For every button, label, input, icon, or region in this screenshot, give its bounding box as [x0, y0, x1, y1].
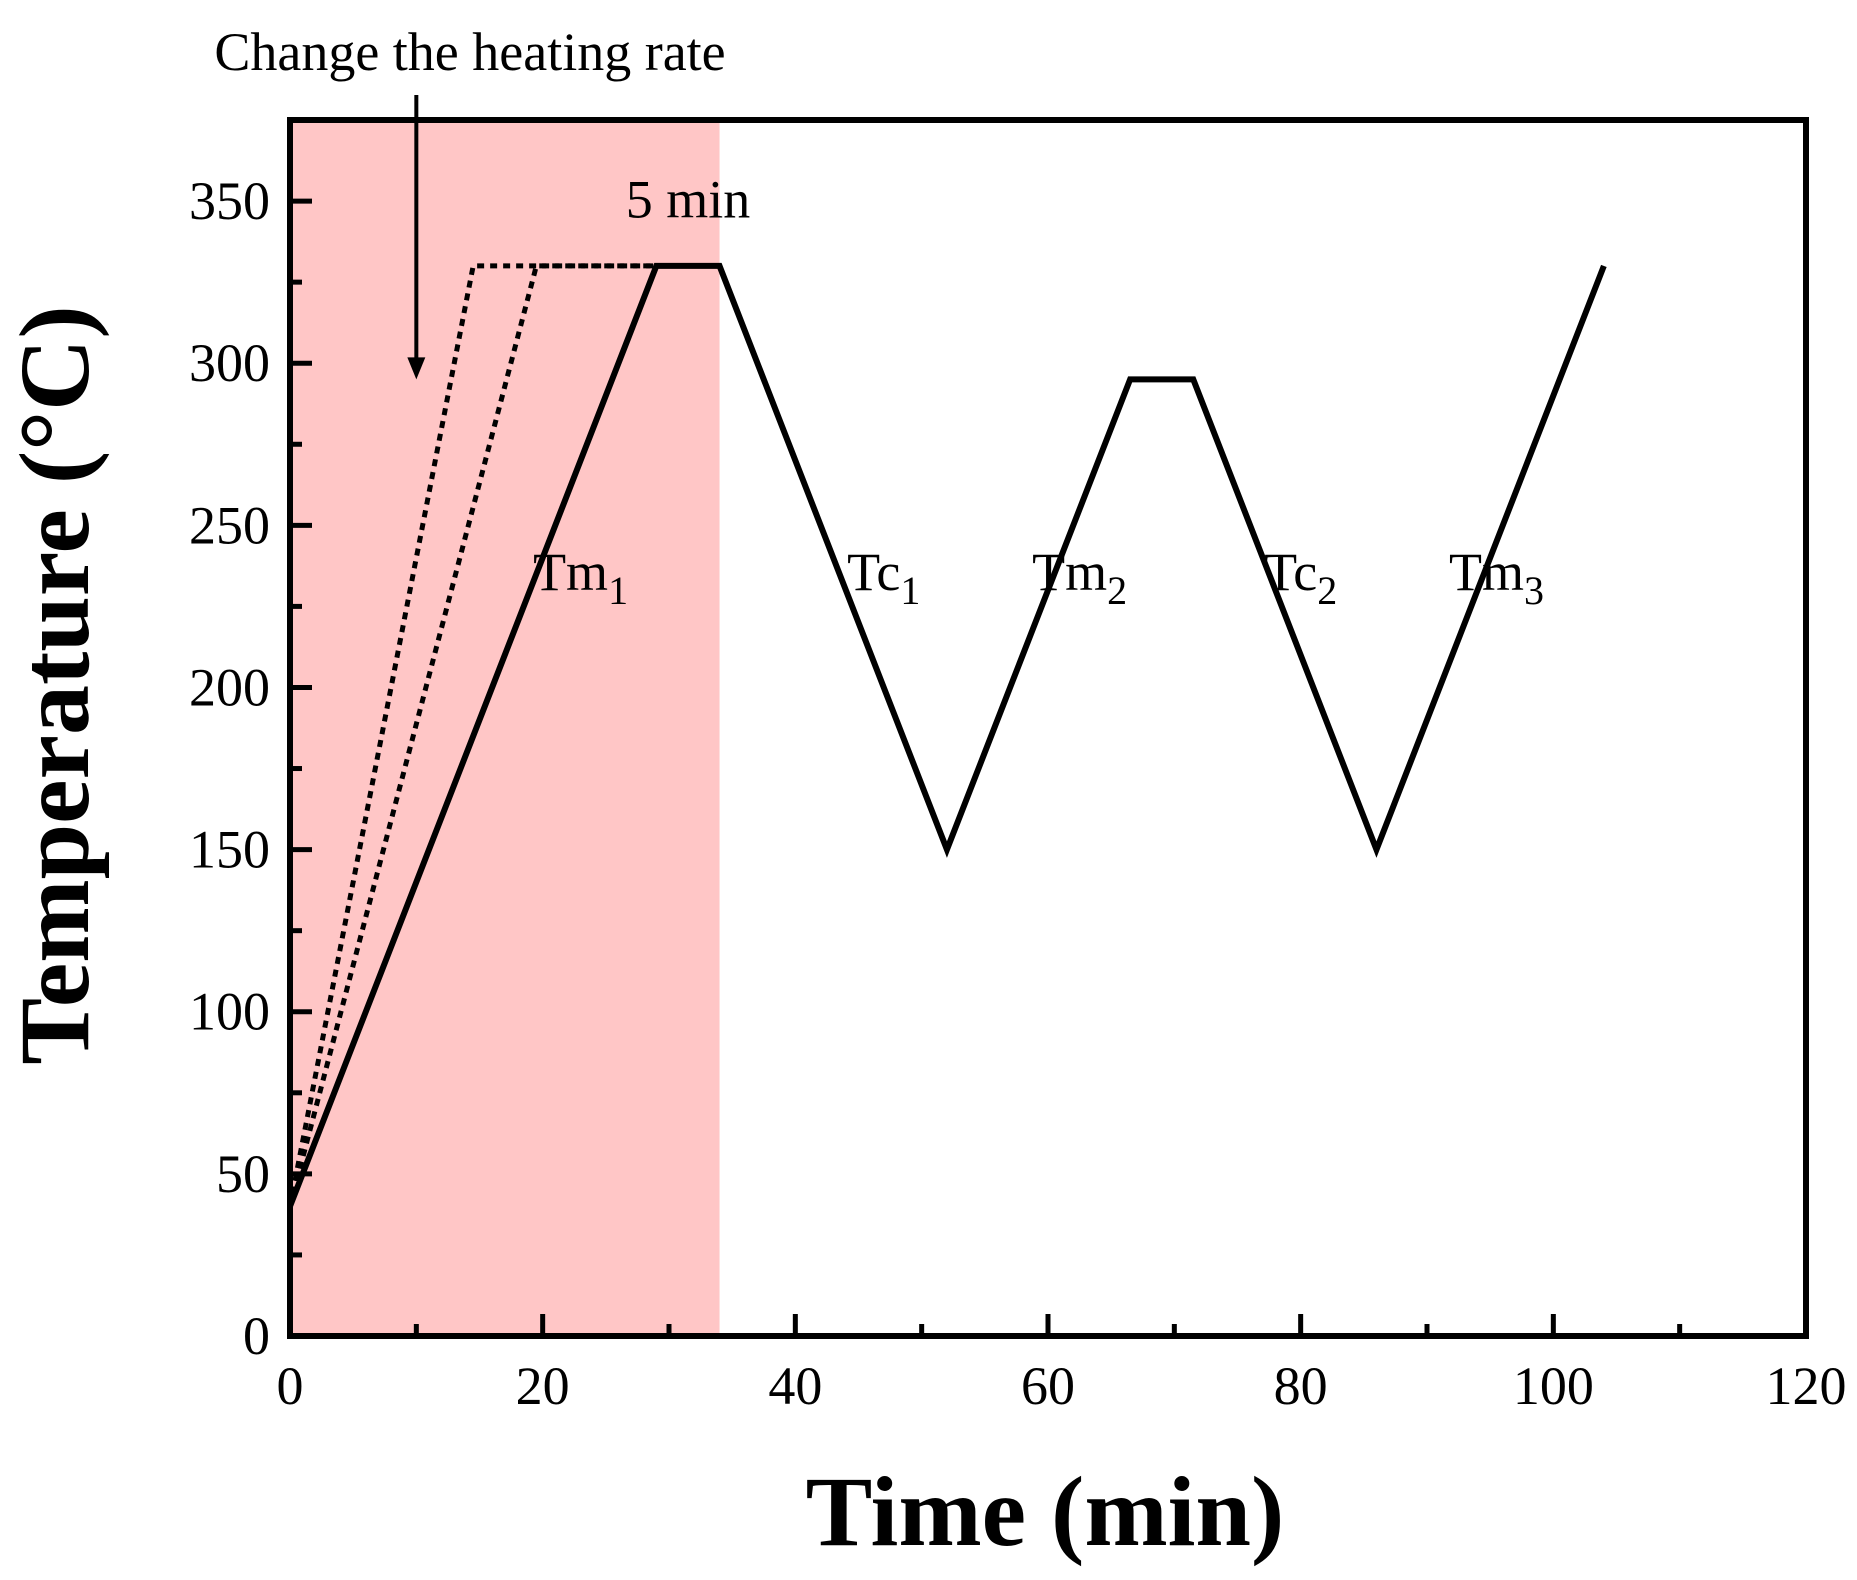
tick-layer: 0 20 40 60 80 100 120 0 50 100 150 200 250 300 350 — [189, 171, 1847, 1416]
x-axis-title: Time (min) — [806, 1456, 1285, 1567]
y-tick-label: 50 — [216, 1144, 270, 1204]
x-tick-label: 120 — [1766, 1356, 1847, 1416]
y-tick-label: 200 — [189, 657, 270, 717]
shaded-heating-region — [290, 120, 720, 1336]
x-tick-label: 0 — [277, 1356, 304, 1416]
phase-label-tm1: Tm1 — [533, 542, 628, 613]
phase-label-main: Tc — [1264, 542, 1317, 602]
phase-label-tm2: Tm2 — [1032, 542, 1127, 613]
series-line-temperature-program — [287, 262, 1607, 1208]
shaded-region-layer — [290, 120, 720, 1336]
phase-label-main: Tm — [533, 542, 608, 602]
y-tick-label: 150 — [189, 820, 270, 880]
phase-label-main: Tm — [1032, 542, 1107, 602]
phase-label-subscript: 2 — [1317, 568, 1337, 613]
x-tick-label: 40 — [768, 1356, 822, 1416]
x-tick-label: 60 — [1021, 1356, 1075, 1416]
phase-label-subscript: 3 — [1524, 568, 1544, 613]
change-heating-rate-label: Change the heating rate — [214, 22, 725, 82]
phase-label-main: Tm — [1449, 542, 1524, 602]
phase-label-tc1: Tc1 — [847, 542, 920, 613]
phase-label-tc2: Tc2 — [1264, 542, 1337, 613]
change-rate-arrow-head — [407, 357, 426, 380]
y-tick-label: 350 — [189, 171, 270, 231]
y-tick-label: 0 — [243, 1306, 270, 1366]
x-tick-label: 100 — [1513, 1356, 1594, 1416]
y-tick-label: 300 — [189, 333, 270, 393]
x-tick-label: 20 — [516, 1356, 570, 1416]
hold-time-label: 5 min — [626, 169, 751, 229]
phase-label-tm3: Tm3 — [1449, 542, 1544, 613]
series-layer — [287, 262, 1607, 1208]
phase-label-main: Tc — [847, 542, 900, 602]
y-tick-label: 250 — [189, 495, 270, 555]
y-axis-title: Temperature (°C) — [0, 305, 110, 1064]
phase-label-subscript: 2 — [1107, 568, 1127, 613]
phase-label-subscript: 1 — [608, 568, 628, 613]
x-tick-label: 80 — [1274, 1356, 1328, 1416]
y-tick-label: 100 — [189, 982, 270, 1042]
phase-label-subscript: 1 — [900, 568, 920, 613]
